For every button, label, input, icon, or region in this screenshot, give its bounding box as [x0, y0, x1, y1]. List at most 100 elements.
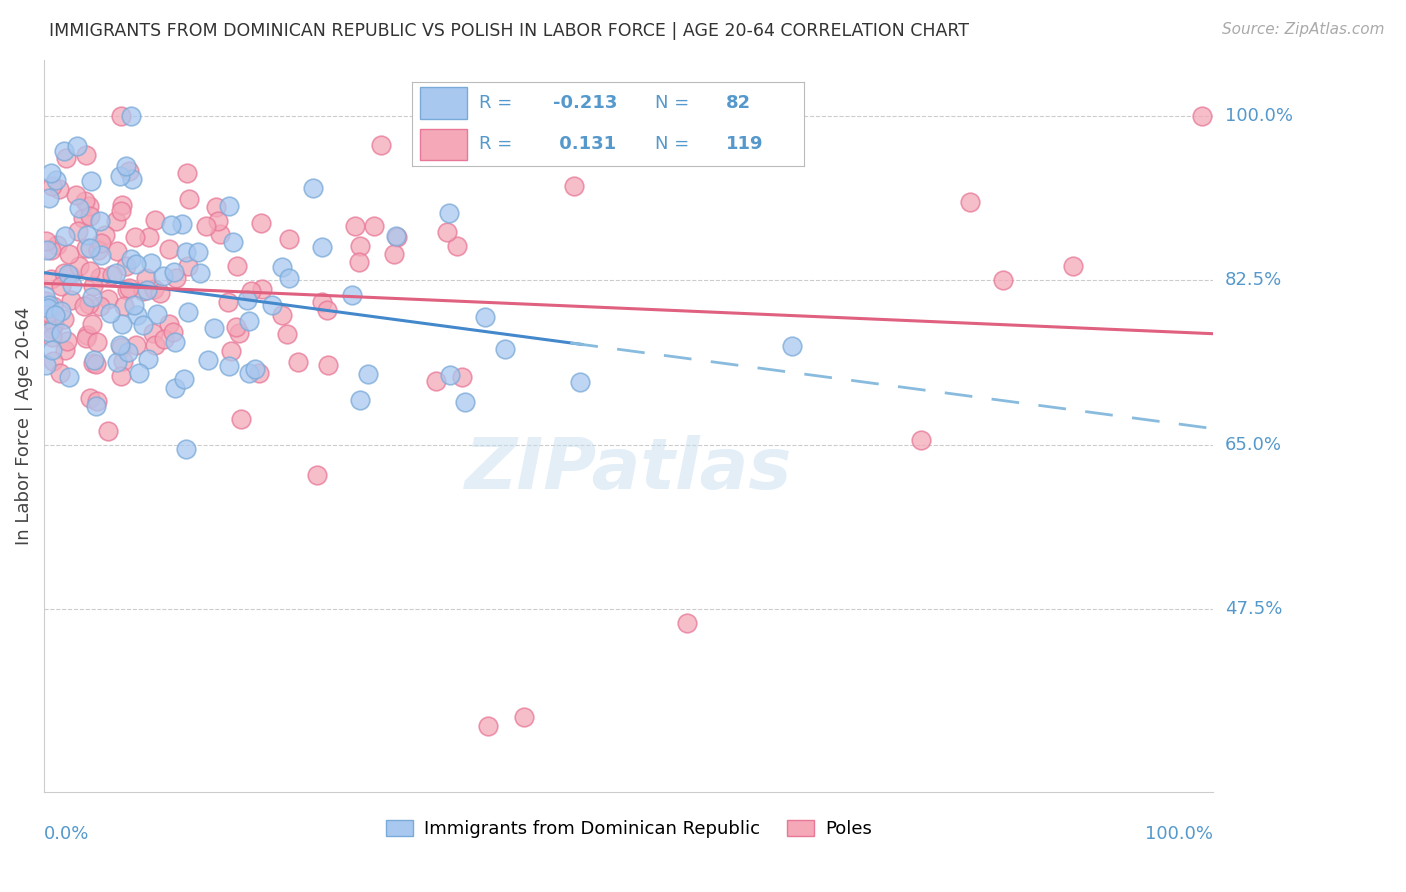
Point [73, 299, 96, 313]
Point [39, 272, 62, 286]
Point [188, 266, 211, 280]
Point [425, 374, 447, 388]
Point [117, 163, 139, 178]
Point [222, 235, 245, 249]
Point [38, 306, 60, 320]
Point [136, 283, 159, 297]
Point [142, 282, 165, 296]
Point [127, 308, 149, 322]
Point [90, 235, 112, 250]
Point [343, 219, 366, 234]
Point [75, 331, 97, 345]
Point [42, 317, 65, 331]
Point [89, 269, 111, 284]
Point [347, 255, 370, 269]
Text: IMMIGRANTS FROM DOMINICAN REPUBLIC VS POLISH IN LABOR FORCE | AGE 20-64 CORRELAT: IMMIGRANTS FROM DOMINICAN REPUBLIC VS PO… [49, 22, 969, 40]
Point [90, 248, 112, 262]
Point [437, 205, 460, 219]
Point [56, 334, 79, 349]
Point [474, 310, 496, 325]
Point [176, 165, 198, 179]
Point [58, 370, 80, 384]
Point [157, 317, 180, 331]
Point [225, 319, 247, 334]
Point [316, 303, 339, 318]
Point [110, 109, 132, 123]
Point [104, 266, 127, 280]
Point [162, 325, 184, 339]
Point [262, 298, 284, 312]
Point [105, 244, 128, 258]
Point [173, 372, 195, 386]
Point [115, 260, 138, 274]
Point [243, 362, 266, 376]
Point [58, 247, 80, 261]
Point [111, 198, 134, 212]
Point [276, 327, 298, 342]
Point [143, 338, 166, 352]
Point [89, 299, 111, 313]
Point [477, 719, 499, 733]
Point [316, 358, 339, 372]
Point [77, 297, 100, 311]
Point [87, 243, 110, 257]
Point [98, 306, 121, 320]
Point [80, 318, 103, 332]
Point [427, 134, 450, 148]
Point [75, 241, 97, 255]
Point [80, 174, 103, 188]
Point [44, 308, 66, 322]
Point [959, 195, 981, 210]
Point [49, 303, 72, 318]
Point [991, 273, 1014, 287]
Point [66, 138, 89, 153]
Point [79, 263, 101, 277]
Point [76, 228, 98, 243]
Point [80, 290, 103, 304]
Point [142, 326, 165, 341]
Point [170, 217, 193, 231]
Point [66, 224, 89, 238]
Point [39, 243, 62, 257]
Point [38, 298, 60, 312]
Point [217, 295, 239, 310]
Point [163, 264, 186, 278]
Point [35, 358, 58, 372]
Point [112, 300, 135, 314]
Point [194, 219, 217, 234]
Point [35, 293, 58, 308]
Point [112, 354, 135, 368]
Point [385, 228, 408, 243]
Point [110, 318, 132, 332]
Point [1062, 259, 1084, 273]
Point [569, 376, 592, 390]
Point [45, 238, 67, 252]
Point [53, 144, 76, 158]
Point [187, 245, 209, 260]
Point [349, 239, 371, 253]
Text: 0.0%: 0.0% [44, 825, 90, 843]
Point [67, 259, 90, 273]
Point [363, 219, 385, 233]
Point [179, 192, 201, 206]
Point [197, 353, 219, 368]
Point [42, 299, 65, 313]
Point [84, 358, 107, 372]
Point [382, 246, 405, 260]
Point [128, 366, 150, 380]
Point [271, 308, 294, 322]
Point [218, 199, 240, 213]
Point [110, 368, 132, 383]
Point [34, 289, 56, 303]
Y-axis label: In Labor Force | Age 20-64: In Labor Force | Age 20-64 [15, 307, 32, 545]
Point [1191, 109, 1213, 123]
Point [202, 320, 225, 334]
Point [52, 311, 75, 326]
Point [79, 242, 101, 256]
Point [82, 356, 104, 370]
Point [38, 191, 60, 205]
Point [53, 266, 76, 280]
Point [38, 325, 60, 339]
Point [385, 230, 408, 244]
Point [89, 213, 111, 227]
